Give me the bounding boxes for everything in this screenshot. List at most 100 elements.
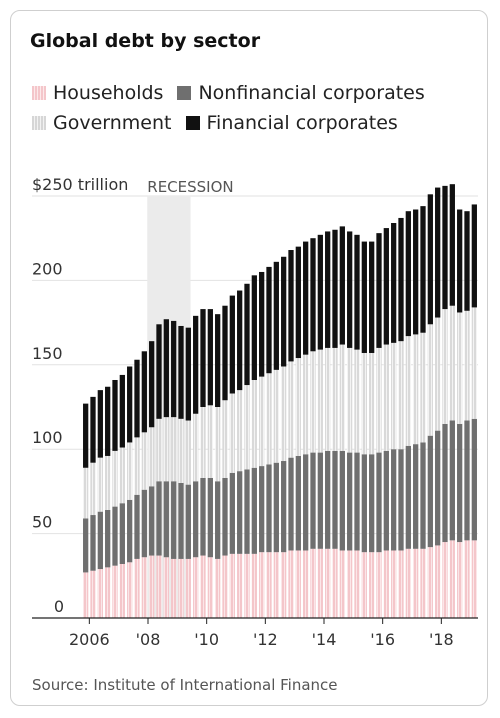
bar-financial-corporates [354, 234, 360, 350]
bar-government [112, 450, 118, 507]
bar-nonfinancial-corporates [119, 503, 125, 564]
bar-financial-corporates [244, 283, 250, 386]
y-tick-label: $250 trillion [32, 175, 128, 194]
bar-government [449, 305, 455, 421]
bar-government [251, 379, 257, 468]
chart-legend: Households Nonfinancial corporates Gover… [32, 78, 482, 138]
bar-nonfinancial-corporates [427, 435, 433, 548]
bar-nonfinancial-corporates [134, 494, 140, 559]
bar-households [376, 552, 382, 618]
y-tick-label: 200 [32, 259, 63, 278]
bar-financial-corporates [185, 327, 191, 421]
bar-nonfinancial-corporates [449, 420, 455, 541]
bar-government [171, 417, 177, 482]
bar-nonfinancial-corporates [464, 420, 470, 541]
bar-government [427, 324, 433, 436]
bar-financial-corporates [449, 184, 455, 306]
bar-government [471, 307, 477, 419]
bar-financial-corporates [156, 324, 162, 419]
bar-financial-corporates [332, 229, 338, 348]
bar-households [332, 548, 338, 618]
bar-nonfinancial-corporates [405, 445, 411, 549]
bar-households [464, 540, 470, 618]
bar-government [90, 462, 96, 516]
bar-government [325, 347, 331, 451]
bar-government [141, 432, 147, 490]
bar-nonfinancial-corporates [332, 450, 338, 549]
bar-nonfinancial-corporates [266, 464, 272, 553]
bar-government [303, 354, 309, 455]
bar-nonfinancial-corporates [163, 481, 169, 558]
bar-financial-corporates [303, 241, 309, 355]
legend-row: Government Financial corporates [32, 108, 482, 138]
bar-households [83, 572, 89, 618]
bar-nonfinancial-corporates [200, 477, 206, 556]
bar-financial-corporates [207, 309, 213, 406]
bar-households [413, 548, 419, 618]
bar-households [420, 548, 426, 618]
bar-government [207, 405, 213, 478]
bar-government [266, 373, 272, 465]
bar-nonfinancial-corporates [391, 449, 397, 551]
axes-group: 0 50 100 150 200 $250 trillion 2006 '08 '10 '12 '1… [32, 175, 478, 649]
bar-nonfinancial-corporates [149, 486, 155, 556]
bar-households [383, 550, 389, 618]
bar-financial-corporates [193, 315, 199, 414]
bar-nonfinancial-corporates [193, 481, 199, 558]
bar-government [310, 351, 316, 453]
bar-households [317, 548, 323, 618]
bar-financial-corporates [200, 309, 206, 407]
bar-government [215, 407, 221, 482]
bar-financial-corporates [119, 374, 125, 448]
x-tick-label: '18 [429, 630, 454, 649]
bar-nonfinancial-corporates [310, 452, 316, 549]
bar-households [354, 550, 360, 618]
y-tick-label: 150 [32, 344, 63, 363]
bar-financial-corporates [317, 234, 323, 350]
bar-households [119, 563, 125, 618]
bar-financial-corporates [134, 359, 140, 438]
bar-financial-corporates [141, 351, 147, 433]
bar-financial-corporates [295, 246, 301, 359]
bar-nonfinancial-corporates [105, 509, 111, 568]
bar-nonfinancial-corporates [127, 499, 133, 563]
bar-households [435, 545, 441, 618]
bar-households [90, 570, 96, 618]
bar-government [420, 332, 426, 443]
bar-government [97, 457, 103, 512]
bar-households [266, 552, 272, 618]
bar-financial-corporates [383, 228, 389, 345]
bar-households [398, 550, 404, 618]
bar-government [361, 352, 367, 455]
legend-swatch-households [32, 86, 46, 100]
bar-households [471, 540, 477, 618]
bar-financial-corporates [457, 209, 463, 313]
legend-swatch-nonfinancial-corporates [177, 86, 192, 100]
bar-financial-corporates [391, 223, 397, 343]
bar-households [427, 547, 433, 618]
bar-households [391, 550, 397, 618]
bar-financial-corporates [112, 379, 118, 451]
bar-financial-corporates [259, 271, 265, 377]
bar-households [193, 557, 199, 618]
y-tick-label: 100 [32, 428, 63, 447]
bar-financial-corporates [251, 275, 257, 380]
bar-financial-corporates [427, 194, 433, 325]
bar-government [317, 349, 323, 453]
bar-nonfinancial-corporates [369, 454, 375, 553]
bar-households [288, 550, 294, 618]
bar-government [156, 418, 162, 482]
recession-label: RECESSION [147, 178, 233, 196]
bar-financial-corporates [178, 325, 184, 419]
bar-government [185, 420, 191, 485]
bar-financial-corporates [471, 204, 477, 308]
bar-financial-corporates [163, 319, 169, 418]
bar-government [295, 358, 301, 456]
bar-financial-corporates [229, 295, 235, 394]
bar-households [207, 557, 213, 618]
bar-financial-corporates [435, 187, 441, 318]
bar-households [449, 540, 455, 618]
y-tick-label: 0 [54, 597, 64, 616]
bar-financial-corporates [288, 250, 294, 362]
